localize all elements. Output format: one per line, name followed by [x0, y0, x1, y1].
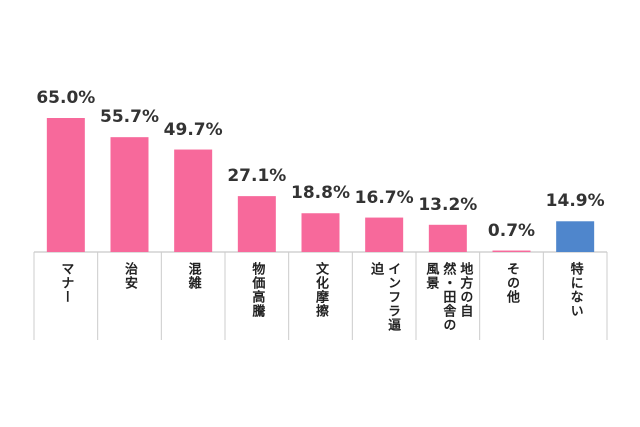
x-tick-label: 物価高騰	[249, 262, 265, 318]
data-label: 16.7%	[354, 187, 414, 208]
data-label: 13.2%	[418, 194, 478, 215]
x-tick-label: その他	[504, 262, 519, 304]
data-label: 55.7%	[100, 107, 159, 128]
bar	[365, 217, 404, 252]
data-label: 14.9%	[545, 191, 605, 212]
data-label: 18.8%	[291, 183, 350, 204]
data-label: 49.7%	[163, 119, 223, 140]
x-tick-label: インフラ逼迫	[368, 262, 401, 332]
data-label: 65.0%	[36, 88, 96, 108]
bar	[428, 224, 467, 252]
x-tick-label: 混雑	[185, 262, 201, 290]
bar	[492, 250, 531, 252]
x-tick-label: 地方の自然・田舎の風景	[423, 262, 473, 332]
x-tick-label: 文化摩擦	[313, 262, 328, 318]
data-label: 0.7%	[487, 220, 536, 241]
bar	[46, 118, 85, 252]
bar	[237, 196, 276, 252]
bar	[110, 137, 149, 252]
x-tick-label: マナー	[58, 262, 74, 304]
bar	[174, 149, 213, 252]
bar	[556, 221, 595, 252]
x-tick-label: 治安	[122, 262, 137, 290]
data-label: 27.1%	[227, 166, 287, 187]
x-tick-label: 特にない	[567, 262, 583, 318]
bar	[301, 213, 340, 252]
